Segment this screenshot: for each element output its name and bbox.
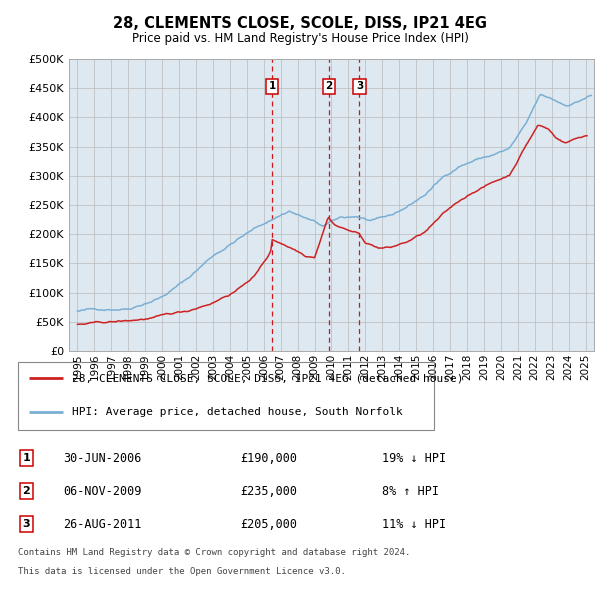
Text: Contains HM Land Registry data © Crown copyright and database right 2024.: Contains HM Land Registry data © Crown c…	[18, 548, 410, 557]
Text: £205,000: £205,000	[240, 517, 297, 531]
Text: This data is licensed under the Open Government Licence v3.0.: This data is licensed under the Open Gov…	[18, 567, 346, 576]
Text: 3: 3	[356, 81, 363, 91]
Text: 26-AUG-2011: 26-AUG-2011	[64, 517, 142, 531]
Text: 8% ↑ HPI: 8% ↑ HPI	[383, 484, 439, 498]
Text: 2: 2	[325, 81, 332, 91]
Text: 1: 1	[269, 81, 276, 91]
Text: 06-NOV-2009: 06-NOV-2009	[64, 484, 142, 498]
Text: 3: 3	[22, 519, 30, 529]
Text: Price paid vs. HM Land Registry's House Price Index (HPI): Price paid vs. HM Land Registry's House …	[131, 32, 469, 45]
Text: 19% ↓ HPI: 19% ↓ HPI	[383, 451, 446, 465]
Text: 28, CLEMENTS CLOSE, SCOLE, DISS, IP21 4EG: 28, CLEMENTS CLOSE, SCOLE, DISS, IP21 4E…	[113, 16, 487, 31]
Text: £235,000: £235,000	[240, 484, 297, 498]
Text: 30-JUN-2006: 30-JUN-2006	[64, 451, 142, 465]
Text: 1: 1	[22, 453, 30, 463]
Text: 11% ↓ HPI: 11% ↓ HPI	[383, 517, 446, 531]
Text: 28, CLEMENTS CLOSE, SCOLE, DISS, IP21 4EG (detached house): 28, CLEMENTS CLOSE, SCOLE, DISS, IP21 4E…	[72, 373, 463, 384]
Text: HPI: Average price, detached house, South Norfolk: HPI: Average price, detached house, Sout…	[72, 407, 403, 417]
Text: £190,000: £190,000	[240, 451, 297, 465]
Text: 2: 2	[22, 486, 30, 496]
